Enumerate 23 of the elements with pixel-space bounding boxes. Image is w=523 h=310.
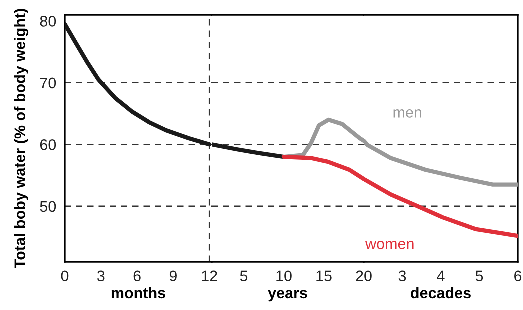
y-tick-label: 80 — [40, 16, 56, 27]
y-axis-title: Total boby water (% of body weight) — [14, 9, 29, 268]
x-axis-title: months — [112, 287, 166, 299]
x-tick-label: 6 — [514, 270, 522, 282]
x-tick-label: 9 — [170, 270, 177, 282]
x-tick-label: 20 — [356, 270, 372, 282]
x-tick-label: 12 — [202, 270, 218, 282]
x-tick-label: 5 — [240, 270, 248, 282]
y-tick-label: 50 — [40, 201, 56, 212]
x-tick-label: 6 — [134, 270, 141, 282]
y-tick-label: 60 — [40, 140, 56, 150]
x-tick-label: 0 — [61, 270, 69, 282]
x-tick-label: 4 — [437, 270, 445, 282]
x-tick-label: 3 — [97, 270, 105, 282]
x-tick-label: 15 — [316, 270, 332, 282]
x-tick-label: 3 — [398, 270, 406, 282]
text: men — [394, 110, 422, 118]
x-tick-label: 5 — [476, 270, 484, 282]
x-tick-label: 10 — [276, 270, 292, 282]
x-axis-title: decades — [411, 287, 471, 299]
y-tick-label: 70 — [40, 78, 56, 89]
text: women — [365, 241, 414, 250]
x-axis-title: years — [268, 290, 308, 302]
